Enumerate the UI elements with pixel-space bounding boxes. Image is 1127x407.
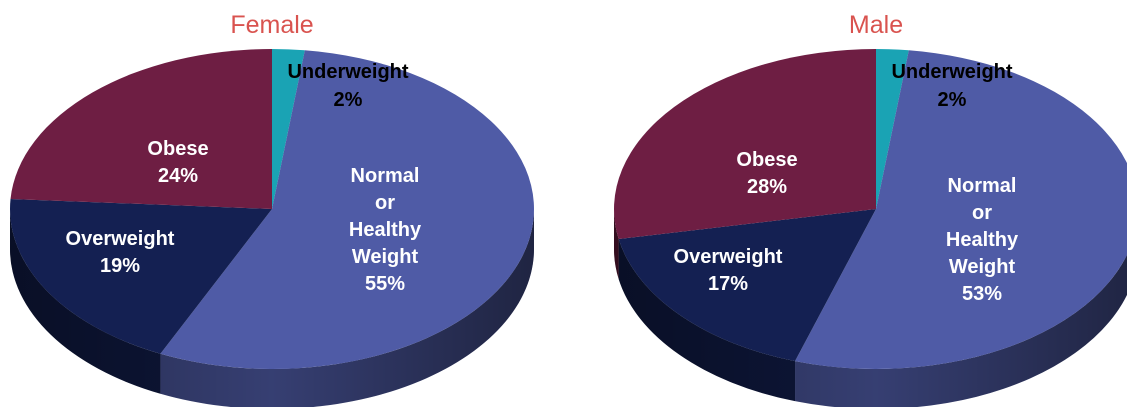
female-slice-overweight (9, 198, 273, 354)
female-slice-underweight (272, 49, 305, 209)
female-label-overweight: Overweight 19% (66, 228, 175, 277)
male-pie-chart: Male Underweight 2% Normal or Healthy Weight 53… (614, 11, 1127, 407)
male-slice-overweight (618, 209, 876, 362)
male-chart-title: Male (849, 11, 903, 39)
female-pie-chart: Female Underweight 2% Normal or Healthy Weight… (9, 11, 534, 407)
male-slice-underweight (876, 49, 909, 209)
female-pie-sides (10, 209, 534, 407)
female-slice-normal-or-healthy-weight (160, 50, 534, 369)
male-slice-obese (614, 49, 876, 239)
male-label-normal-or-healthy-weight: Normal or Healthy Weight 53% (946, 175, 1019, 305)
male-pie-rim-shade (614, 209, 1127, 407)
female-label-underweight: Underweight 2% (287, 61, 408, 111)
male-pie-sides (614, 209, 1127, 407)
female-label-normal-or-healthy-weight: Normal or Healthy Weight 55% (349, 165, 422, 295)
male-label-overweight: Overweight 17% (674, 246, 783, 295)
female-slice-obese (10, 49, 272, 209)
female-pie-rim-shade (10, 209, 534, 407)
female-chart-title: Female (230, 11, 313, 39)
male-label-underweight: Underweight 2% (891, 61, 1012, 111)
male-slice-normal-or-healthy-weight (795, 50, 1127, 369)
male-label-obese: Obese 28% (736, 149, 797, 198)
female-label-obese: Obese 24% (147, 138, 208, 187)
